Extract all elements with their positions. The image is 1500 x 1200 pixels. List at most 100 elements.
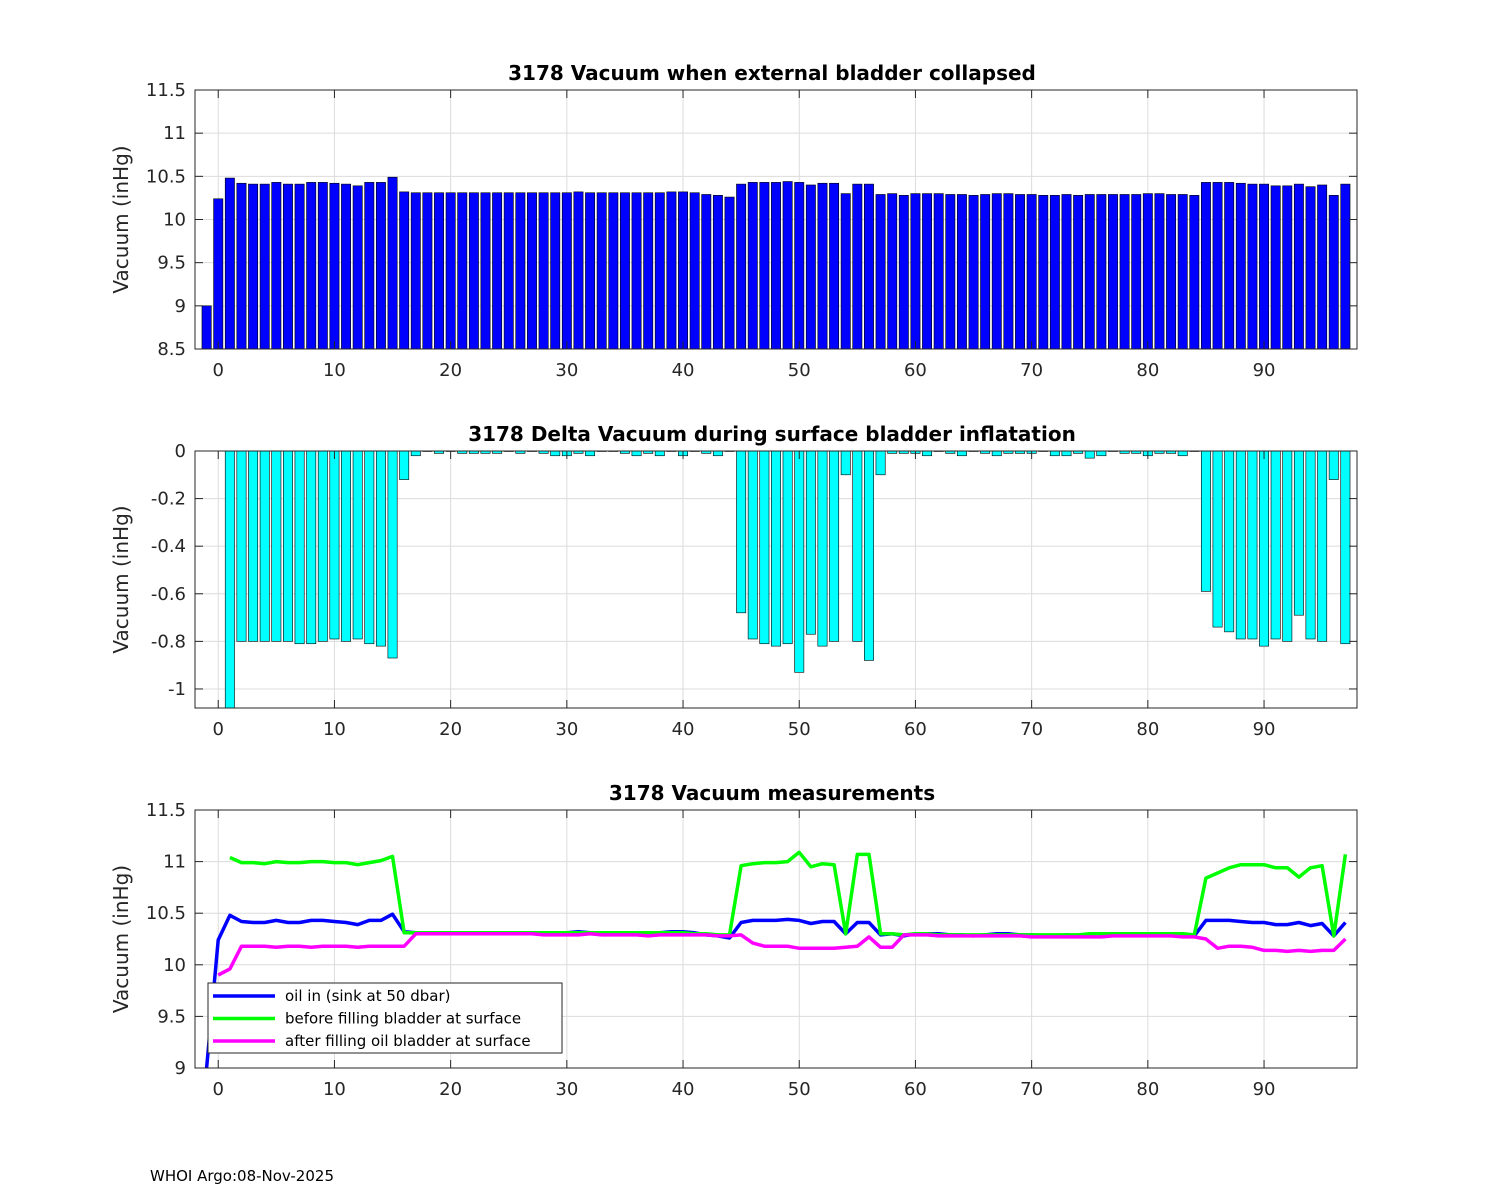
y-tick-label: 11.5: [146, 800, 186, 821]
bar: [341, 450, 352, 642]
bar: [782, 181, 793, 350]
bar: [1235, 182, 1246, 350]
bar: [933, 193, 944, 350]
bar: [329, 182, 340, 350]
y-tick-label: 0: [175, 441, 186, 462]
bar: [631, 450, 642, 457]
bar: [1282, 185, 1293, 350]
bar: [991, 450, 1002, 457]
bar: [271, 450, 282, 642]
bar: [503, 192, 514, 350]
bar: [898, 195, 909, 350]
y-tick-label: 11: [163, 852, 186, 873]
bar: [1305, 450, 1316, 640]
y-tick-label: -1: [168, 679, 186, 700]
x-tick-label: 70: [1020, 1079, 1043, 1100]
bar: [283, 450, 293, 642]
bar: [422, 192, 433, 350]
bar: [201, 305, 212, 350]
bar: [1212, 182, 1223, 350]
bar: [1096, 450, 1107, 457]
y-tick-label: 10.5: [146, 903, 186, 924]
bar: [1061, 450, 1072, 457]
bar: [887, 193, 898, 350]
y-tick-label: 8.5: [157, 339, 186, 360]
legend: oil in (sink at 50 dbar) before filling b…: [207, 982, 563, 1054]
x-tick-label: 60: [904, 719, 927, 740]
bar: [619, 192, 630, 350]
bar: [1096, 194, 1107, 350]
bar: [224, 177, 235, 350]
y-tick-label: 11: [163, 123, 186, 144]
bar: [271, 182, 282, 350]
bar: [329, 450, 340, 640]
bar: [1177, 450, 1188, 457]
x-tick-label: 30: [555, 1079, 578, 1100]
bar: [538, 192, 549, 350]
bar: [945, 194, 956, 350]
bar: [864, 183, 874, 350]
bar: [596, 192, 607, 350]
bar: [341, 183, 352, 350]
x-tick-label: 80: [1136, 1079, 1159, 1100]
bar: [956, 194, 967, 350]
bar: [712, 195, 723, 350]
bar: [1259, 450, 1269, 647]
bar: [712, 450, 723, 457]
bar: [1328, 195, 1339, 350]
bar: [236, 450, 247, 642]
bar: [852, 450, 863, 642]
bar: [771, 450, 781, 647]
bar: [875, 194, 886, 350]
axes-box: [194, 809, 1358, 1069]
bar: [736, 450, 747, 614]
x-tick-label: 40: [672, 719, 695, 740]
bar: [352, 450, 363, 640]
bar: [689, 192, 700, 350]
bar: [259, 183, 270, 350]
bar: [747, 182, 758, 350]
bar: [747, 450, 758, 640]
x-tick-label: 10: [323, 360, 346, 381]
bar: [1224, 450, 1235, 633]
y-tick-label: -0.6: [151, 584, 186, 605]
bar: [283, 183, 293, 350]
y-tick-label: 11.5: [146, 80, 186, 101]
bar: [1247, 183, 1258, 350]
bar: [387, 176, 398, 350]
y-tick-label: 10: [163, 955, 186, 976]
x-tick-label: 0: [213, 360, 224, 381]
bar: [375, 450, 386, 647]
bar: [561, 192, 572, 350]
bar: [445, 192, 456, 350]
bar: [1131, 194, 1142, 350]
bar: [817, 450, 828, 647]
x-tick-label: 0: [213, 1079, 224, 1100]
bar: [991, 193, 1002, 350]
bar: [968, 195, 979, 350]
legend-label: oil in (sink at 50 dbar): [285, 987, 450, 1005]
bar: [1049, 195, 1060, 350]
bar: [1154, 193, 1165, 350]
bar: [1200, 450, 1211, 592]
bar: [829, 450, 840, 642]
bar: [352, 185, 363, 350]
y-tick-label: -0.4: [151, 536, 186, 557]
bar: [1142, 193, 1153, 350]
bar: [829, 182, 840, 350]
x-tick-label: 20: [439, 719, 462, 740]
bar: [1038, 195, 1049, 350]
bar: [701, 194, 712, 350]
legend-label: after filling oil bladder at surface: [285, 1032, 531, 1050]
bar: [248, 450, 259, 642]
bar: [922, 450, 933, 457]
bar: [864, 450, 874, 661]
bar: [1293, 450, 1304, 616]
x-tick-label: 30: [555, 360, 578, 381]
bar: [736, 183, 747, 350]
bar: [1073, 195, 1084, 350]
bar: [1340, 183, 1351, 350]
chart-panel-3: oil in (sink at 50 dbar) before filling b…: [109, 781, 1358, 1100]
bar: [654, 192, 665, 350]
bar: [1235, 450, 1246, 640]
